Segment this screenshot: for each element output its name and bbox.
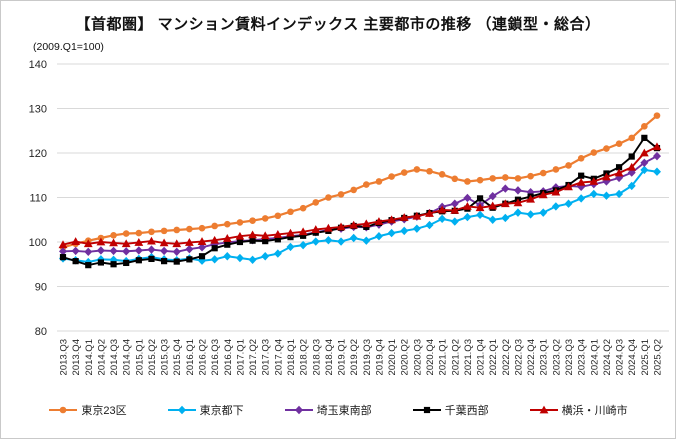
svg-text:2021.Q4: 2021.Q4 (476, 339, 487, 375)
svg-text:2025.Q1: 2025.Q1 (640, 339, 651, 375)
svg-text:2023.Q4: 2023.Q4 (577, 339, 588, 375)
svg-text:2015.Q2: 2015.Q2 (147, 339, 158, 375)
x-axis-labels: 2013.Q3 2013.Q4 2014.Q1 2014.Q2 2014.Q3 2014.… (59, 339, 664, 375)
svg-text:2014.Q1: 2014.Q1 (84, 339, 95, 375)
legend-item-label: 東京23区 (81, 405, 127, 417)
svg-text:2014.Q3: 2014.Q3 (109, 339, 120, 375)
series-東京都下 (59, 165, 661, 267)
svg-text:140: 140 (29, 59, 47, 71)
legend-item-東京都下: 東京都下 (167, 402, 244, 418)
svg-text:2022.Q2: 2022.Q2 (501, 339, 512, 375)
legend-item-東京23区: 東京23区 (48, 402, 127, 418)
legend-item-label: 東京都下 (199, 405, 244, 417)
svg-text:2017.Q4: 2017.Q4 (273, 339, 284, 375)
svg-text:2023.Q2: 2023.Q2 (551, 339, 562, 375)
svg-text:2014.Q4: 2014.Q4 (122, 339, 133, 375)
svg-text:2024.Q4: 2024.Q4 (627, 339, 638, 375)
legend-item-label: 埼玉東南部 (316, 405, 372, 417)
legend-marker-icon (49, 406, 78, 414)
svg-text:130: 130 (29, 104, 47, 116)
legend-marker-icon (529, 405, 558, 414)
svg-text:2018.Q2: 2018.Q2 (299, 339, 310, 375)
svg-text:2022.Q3: 2022.Q3 (513, 339, 524, 375)
legend-item-埼玉東南部: 埼玉東南部 (284, 402, 372, 418)
svg-text:2015.Q1: 2015.Q1 (134, 339, 145, 375)
legend-marker-icon (284, 405, 313, 415)
svg-text:2023.Q1: 2023.Q1 (539, 339, 550, 375)
svg-text:2017.Q1: 2017.Q1 (235, 339, 246, 375)
svg-text:110: 110 (29, 193, 47, 205)
svg-text:2016.Q2: 2016.Q2 (198, 339, 209, 375)
svg-text:2020.Q2: 2020.Q2 (400, 339, 411, 375)
svg-text:2020.Q3: 2020.Q3 (412, 339, 423, 375)
gridlines (57, 63, 669, 332)
svg-text:2025.Q2: 2025.Q2 (652, 339, 663, 375)
legend-marker-icon (412, 406, 441, 414)
svg-text:100: 100 (29, 237, 47, 249)
svg-text:2021.Q2: 2021.Q2 (450, 339, 461, 375)
svg-text:2024.Q1: 2024.Q1 (589, 339, 600, 375)
svg-text:2019.Q1: 2019.Q1 (337, 339, 348, 375)
svg-text:2023.Q3: 2023.Q3 (564, 339, 575, 375)
svg-text:2018.Q1: 2018.Q1 (286, 339, 297, 375)
legend-item-横浜・川崎市: 横浜・川崎市 (529, 402, 628, 418)
y-axis-labels: 80 90 100 110 120 130 140 (29, 59, 47, 338)
legend: 東京23区 東京都下 埼玉東南部 千葉西部 横浜・川崎市 (1, 402, 675, 418)
svg-text:2013.Q4: 2013.Q4 (71, 339, 82, 375)
svg-text:2019.Q2: 2019.Q2 (349, 339, 360, 375)
svg-text:2020.Q1: 2020.Q1 (387, 339, 398, 375)
svg-text:2016.Q3: 2016.Q3 (210, 339, 221, 375)
svg-text:2021.Q3: 2021.Q3 (463, 339, 474, 375)
svg-text:2016.Q4: 2016.Q4 (223, 339, 234, 375)
svg-text:2019.Q4: 2019.Q4 (374, 339, 385, 375)
axis-note: (2009.Q1=100) (33, 41, 104, 53)
svg-text:2017.Q2: 2017.Q2 (248, 339, 259, 375)
svg-text:2018.Q4: 2018.Q4 (324, 339, 335, 375)
svg-text:2016.Q1: 2016.Q1 (185, 339, 196, 375)
svg-text:2019.Q3: 2019.Q3 (362, 339, 373, 375)
svg-text:2022.Q1: 2022.Q1 (488, 339, 499, 375)
svg-text:2015.Q4: 2015.Q4 (172, 339, 183, 375)
svg-text:2017.Q3: 2017.Q3 (261, 339, 272, 375)
svg-text:2022.Q4: 2022.Q4 (526, 339, 537, 375)
svg-text:80: 80 (35, 326, 47, 338)
svg-text:2018.Q3: 2018.Q3 (311, 339, 322, 375)
svg-text:90: 90 (35, 282, 47, 294)
chart-title: 【首都圏】 マンション賃料インデックス 主要都市の推移 （連鎖型・総合） (75, 16, 601, 33)
svg-text:2024.Q2: 2024.Q2 (602, 339, 613, 375)
series-東京23区 (59, 112, 661, 251)
legend-item-千葉西部: 千葉西部 (412, 402, 489, 418)
legend-marker-icon (167, 405, 196, 415)
svg-text:2014.Q2: 2014.Q2 (96, 339, 107, 375)
legend-item-label: 千葉西部 (444, 405, 489, 417)
svg-text:2020.Q4: 2020.Q4 (425, 339, 436, 375)
legend-item-label: 横浜・川崎市 (561, 405, 628, 417)
svg-text:2021.Q1: 2021.Q1 (438, 339, 449, 375)
svg-text:2024.Q3: 2024.Q3 (615, 339, 626, 375)
svg-text:2013.Q3: 2013.Q3 (59, 339, 70, 375)
series-横浜・川崎市 (58, 142, 662, 249)
svg-text:120: 120 (29, 148, 47, 160)
svg-text:2015.Q3: 2015.Q3 (160, 339, 171, 375)
